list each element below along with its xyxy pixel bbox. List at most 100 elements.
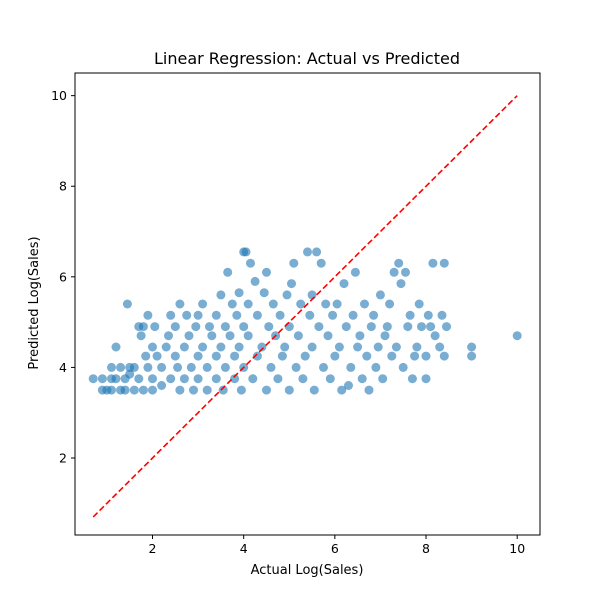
- data-point: [348, 310, 358, 320]
- data-point: [407, 374, 417, 384]
- data-point: [435, 342, 445, 352]
- data-point: [307, 290, 317, 300]
- data-point: [394, 258, 404, 268]
- data-point: [220, 322, 230, 332]
- data-point: [430, 331, 440, 341]
- y-tick-label: 4: [59, 360, 67, 375]
- data-point: [439, 351, 449, 361]
- data-point: [218, 385, 228, 395]
- data-point: [341, 322, 351, 332]
- data-point: [148, 374, 157, 384]
- data-point: [122, 299, 132, 309]
- data-point: [148, 342, 157, 352]
- data-point: [116, 362, 126, 372]
- data-point: [401, 267, 410, 277]
- data-point: [152, 351, 162, 361]
- y-tick-label: 8: [59, 179, 67, 194]
- data-point: [328, 310, 338, 320]
- axes-frame: [74, 72, 541, 536]
- data-point: [205, 322, 214, 332]
- data-point: [198, 342, 208, 352]
- x-tick-label: 6: [331, 541, 339, 556]
- data-point: [230, 374, 240, 384]
- x-tick-label: 4: [240, 541, 248, 556]
- data-point: [387, 351, 397, 361]
- data-point: [346, 362, 356, 372]
- data-point: [207, 331, 217, 341]
- data-point: [189, 385, 198, 395]
- data-point: [264, 322, 274, 332]
- data-point: [252, 351, 262, 361]
- data-point: [337, 385, 347, 395]
- data-point: [202, 385, 212, 395]
- data-point: [138, 385, 148, 395]
- data-point: [157, 362, 167, 372]
- data-point: [398, 362, 408, 372]
- data-point: [405, 310, 415, 320]
- data-point: [316, 258, 326, 268]
- x-axis-label: Actual Log(Sales): [251, 563, 364, 578]
- data-point: [191, 322, 201, 332]
- data-point: [211, 351, 221, 361]
- data-point: [369, 310, 379, 320]
- data-point: [234, 342, 244, 352]
- x-axis: 2 4 6 8 10: [149, 535, 525, 556]
- data-point: [143, 310, 153, 320]
- data-point: [232, 310, 242, 320]
- data-point: [175, 299, 185, 309]
- y-axis: 2 4 6 8 10: [51, 88, 75, 466]
- data-point: [350, 267, 360, 277]
- data-point: [428, 258, 438, 268]
- data-point: [380, 331, 390, 341]
- data-point: [284, 385, 294, 395]
- data-point: [193, 351, 203, 361]
- data-point: [314, 322, 324, 332]
- data-point: [442, 322, 451, 332]
- data-point: [250, 276, 260, 286]
- data-point: [298, 374, 308, 384]
- data-point: [273, 374, 283, 384]
- data-point: [439, 258, 449, 268]
- x-tick-label: 2: [149, 541, 157, 556]
- data-point: [148, 385, 157, 395]
- data-point: [225, 331, 235, 341]
- chart-title: Linear Regression: Actual vs Predicted: [154, 49, 460, 68]
- data-point: [138, 322, 148, 332]
- data-point: [391, 342, 401, 352]
- data-point: [364, 385, 374, 395]
- data-point: [291, 362, 301, 372]
- data-point: [421, 351, 431, 361]
- data-point: [141, 351, 151, 361]
- data-point: [170, 351, 180, 361]
- data-point: [305, 310, 315, 320]
- data-point: [437, 310, 447, 320]
- data-point: [236, 385, 246, 395]
- data-point: [396, 279, 406, 289]
- data-point: [234, 288, 244, 298]
- data-point: [373, 342, 383, 352]
- data-point: [355, 331, 365, 341]
- x-tick-label: 8: [422, 541, 430, 556]
- data-point: [257, 342, 267, 352]
- data-point: [202, 362, 212, 372]
- data-point: [243, 299, 253, 309]
- data-point: [136, 331, 146, 341]
- data-point: [319, 362, 328, 372]
- data-point: [216, 290, 226, 300]
- data-point: [467, 351, 477, 361]
- data-point: [266, 362, 276, 372]
- data-point: [362, 351, 372, 361]
- data-point: [97, 374, 107, 384]
- data-point: [166, 310, 176, 320]
- data-point: [312, 247, 322, 257]
- data-point: [211, 374, 221, 384]
- data-point: [284, 322, 294, 332]
- data-point: [216, 342, 226, 352]
- data-point: [161, 342, 171, 352]
- data-point: [170, 322, 180, 332]
- data-point: [143, 362, 153, 372]
- data-point: [248, 374, 258, 384]
- data-point: [375, 290, 385, 300]
- data-point: [150, 322, 160, 332]
